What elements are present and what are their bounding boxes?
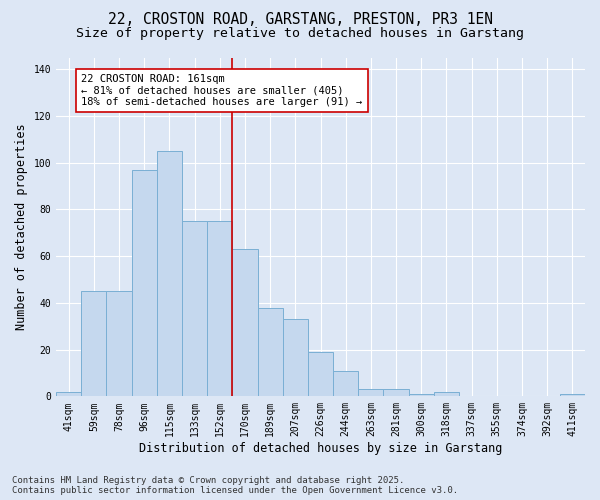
Text: 22 CROSTON ROAD: 161sqm
← 81% of detached houses are smaller (405)
18% of semi-d: 22 CROSTON ROAD: 161sqm ← 81% of detache…	[81, 74, 362, 107]
Bar	[358, 390, 383, 396]
Bar	[409, 394, 434, 396]
Bar	[131, 170, 157, 396]
Bar	[383, 390, 409, 396]
X-axis label: Distribution of detached houses by size in Garstang: Distribution of detached houses by size …	[139, 442, 502, 455]
Text: Contains HM Land Registry data © Crown copyright and database right 2025.
Contai: Contains HM Land Registry data © Crown c…	[12, 476, 458, 495]
Bar	[232, 249, 257, 396]
Bar	[106, 291, 131, 397]
Bar	[157, 151, 182, 396]
Bar	[308, 352, 333, 397]
Bar	[333, 370, 358, 396]
Bar	[207, 221, 232, 396]
Text: Size of property relative to detached houses in Garstang: Size of property relative to detached ho…	[76, 28, 524, 40]
Bar	[182, 221, 207, 396]
Y-axis label: Number of detached properties: Number of detached properties	[15, 124, 28, 330]
Bar	[283, 319, 308, 396]
Bar	[434, 392, 459, 396]
Bar	[560, 394, 585, 396]
Bar	[257, 308, 283, 396]
Bar	[56, 392, 81, 396]
Bar	[81, 291, 106, 397]
Text: 22, CROSTON ROAD, GARSTANG, PRESTON, PR3 1EN: 22, CROSTON ROAD, GARSTANG, PRESTON, PR3…	[107, 12, 493, 28]
